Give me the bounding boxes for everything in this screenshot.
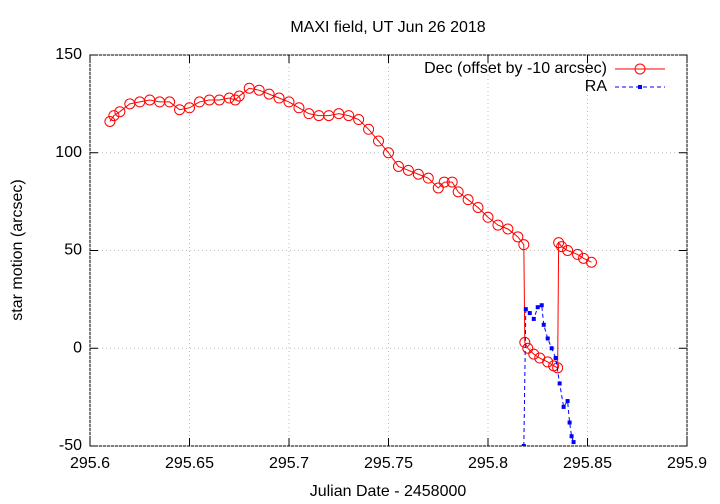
data-point [373, 135, 385, 147]
data-point [565, 399, 570, 404]
x-tick-label: 295.85 [563, 455, 612, 472]
data-point [585, 256, 597, 268]
data-point [363, 123, 375, 135]
data-point [482, 211, 494, 223]
data-point [572, 248, 584, 260]
y-tick-label: 0 [73, 339, 82, 356]
data-point [556, 241, 568, 253]
data-point [462, 194, 474, 206]
data-point [512, 231, 524, 243]
data-point [383, 147, 394, 159]
data-point [402, 164, 414, 176]
y-tick-label: -50 [59, 437, 82, 454]
data-point [293, 102, 305, 114]
plot-area [104, 82, 597, 446]
data-point [545, 336, 550, 341]
data-point [438, 176, 450, 188]
x-tick-label: 295.7 [269, 455, 309, 472]
series-line [523, 304, 575, 446]
series-line [109, 87, 592, 369]
data-point [108, 110, 120, 122]
legend-label: RA [585, 78, 608, 95]
legend-label: Dec (offset by -10 arcsec) [424, 60, 607, 77]
y-tick-label: 50 [64, 242, 82, 259]
y-tick-label: 100 [55, 144, 82, 161]
data-point [446, 176, 458, 188]
data-point [452, 186, 464, 198]
data-point [353, 114, 365, 126]
data-point [263, 88, 275, 100]
data-point [549, 346, 554, 351]
x-tick-label: 295.9 [667, 455, 707, 472]
data-point [562, 245, 574, 256]
y-axis-label: star motion (arcsec) [9, 179, 26, 320]
x-tick-label: 295.8 [468, 455, 508, 472]
legend-marker [634, 63, 646, 75]
data-point [343, 110, 355, 122]
x-axis-label: Julian Date - 2458000 [310, 483, 467, 500]
data-point [527, 311, 532, 316]
data-point [233, 90, 245, 102]
data-point [535, 305, 540, 310]
data-point [422, 172, 434, 184]
data-point [472, 201, 484, 213]
data-point [553, 356, 558, 361]
chart-title: MAXI field, UT Jun 26 2018 [290, 19, 485, 36]
data-point [229, 94, 241, 106]
data-point [569, 434, 574, 439]
data-point [104, 115, 116, 127]
data-point [539, 303, 544, 308]
y-tick-label: 150 [55, 46, 82, 63]
data-point [531, 316, 536, 321]
data-point [567, 420, 572, 425]
data-point [553, 237, 565, 249]
data-point [114, 106, 126, 118]
data-point [184, 102, 195, 114]
data-point [412, 168, 424, 180]
data-point [273, 92, 285, 104]
data-point [542, 356, 554, 368]
data-point [557, 381, 562, 386]
x-tick-label: 295.75 [364, 455, 413, 472]
data-point [528, 348, 540, 360]
data-point [392, 160, 404, 172]
data-point [552, 362, 564, 374]
legend-marker [638, 85, 642, 89]
data-point [571, 440, 576, 445]
data-point [561, 404, 566, 409]
data-point [432, 182, 444, 194]
data-point [522, 342, 534, 354]
x-tick-label: 295.6 [70, 455, 110, 472]
data-point [541, 322, 546, 327]
data-point [521, 444, 526, 446]
data-point [283, 96, 295, 108]
data-point [518, 239, 530, 251]
data-point [164, 96, 176, 108]
data-point [253, 84, 265, 96]
data-point [502, 223, 514, 235]
data-point [492, 219, 504, 231]
x-tick-label: 295.65 [165, 455, 214, 472]
data-point [523, 307, 528, 312]
